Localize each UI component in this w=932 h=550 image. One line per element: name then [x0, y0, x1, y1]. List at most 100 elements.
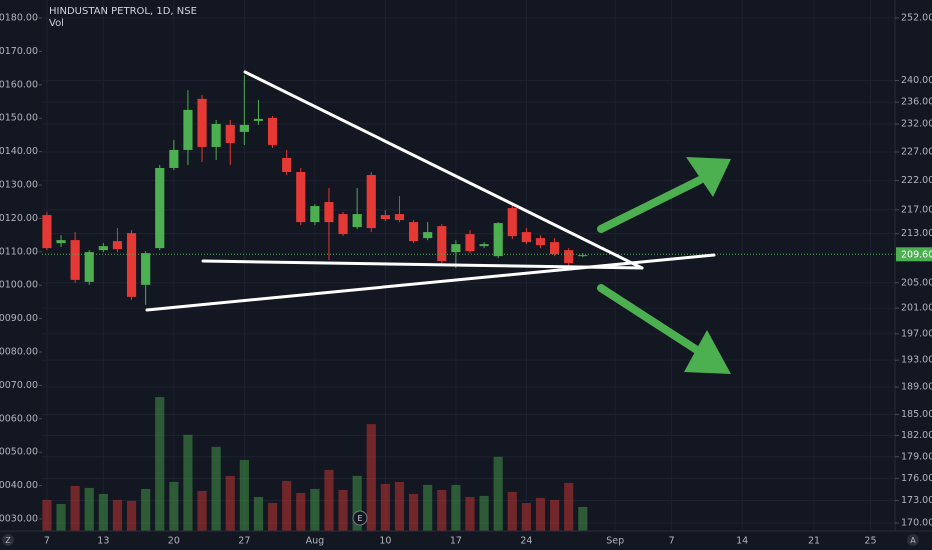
candle-body	[366, 174, 376, 229]
volume-bar	[197, 490, 207, 531]
trend-line	[243, 70, 644, 270]
candle-body	[564, 250, 574, 264]
volume-bar	[521, 502, 531, 531]
volume-bar	[253, 496, 264, 531]
volume-bar	[225, 475, 235, 531]
arrow	[597, 284, 704, 356]
y2-tick-label: 179.00	[901, 451, 932, 462]
candle-body	[310, 206, 320, 223]
volume-bar	[493, 456, 503, 531]
trend-line	[145, 253, 716, 312]
y2-tick-label: 185.00	[901, 409, 932, 420]
candle-body	[56, 240, 66, 244]
y2-tick-label: 193.00	[901, 355, 932, 366]
y2-tick-label: 197.00	[901, 328, 932, 339]
candle-body	[169, 149, 179, 168]
volume-bar	[239, 459, 249, 531]
last-price-label: 209.60	[901, 249, 932, 260]
volume-bar	[408, 493, 419, 531]
x-tick-label: 7	[44, 536, 50, 547]
volume-bar	[310, 488, 320, 531]
volume-bar	[352, 475, 362, 531]
x-tick-label: 27	[238, 536, 250, 547]
y-tick-label: 10110.00	[0, 246, 38, 257]
candle-body	[141, 253, 151, 285]
corner-button[interactable]	[907, 534, 919, 546]
x-tick-label: 21	[808, 536, 820, 547]
y2-tick-label: 176.00	[901, 473, 932, 484]
y-tick-label: 10150.00	[0, 113, 38, 124]
volume-bar	[535, 497, 546, 531]
candle-body	[479, 244, 489, 247]
candle-body	[126, 233, 137, 297]
candle-body	[183, 109, 193, 150]
y-tick-label: 10180.00	[0, 13, 38, 24]
volume-bar	[366, 424, 376, 531]
x-tick-label: 20	[168, 536, 180, 547]
volume-bar	[550, 499, 560, 531]
volume-bar	[437, 489, 447, 531]
volume-bar	[324, 469, 334, 531]
corner-label[interactable]: A	[910, 536, 916, 545]
y-tick-label: 10060.00	[0, 413, 38, 424]
candle-body	[380, 215, 390, 220]
volume-bar	[423, 484, 433, 531]
volume-bar	[211, 446, 221, 531]
y-tick-label: 10050.00	[0, 447, 38, 458]
volume-bar	[98, 493, 108, 531]
candle-body	[42, 215, 52, 249]
candle-body	[437, 226, 447, 262]
volume-bar	[183, 434, 193, 531]
y-tick-label: 10170.00	[0, 46, 38, 57]
volume-bar	[465, 496, 475, 531]
volume-bar	[282, 480, 292, 531]
candle-body	[493, 223, 503, 257]
candle-body	[423, 232, 433, 239]
x-tick-label: 24	[520, 536, 532, 547]
candle-body	[239, 124, 249, 132]
candle-body	[282, 157, 292, 172]
candle-body	[98, 246, 108, 251]
y-tick-label: 10090.00	[0, 313, 38, 324]
y-tick-label: 10120.00	[0, 213, 38, 224]
y-tick-label: 10160.00	[0, 79, 38, 90]
y2-tick-label: 232.00	[901, 119, 932, 130]
y-tick-label: 10080.00	[0, 346, 38, 357]
y2-tick-label: 252.00	[901, 12, 932, 23]
y2-tick-label: 205.00	[901, 277, 932, 288]
marks	[42, 75, 895, 531]
x-tick-label: 17	[450, 536, 462, 547]
candle-body	[267, 117, 278, 145]
y2-tick-label: 236.00	[901, 97, 932, 108]
volume-bar	[267, 502, 278, 531]
corner-label[interactable]: Z	[5, 536, 11, 545]
volume-bar	[380, 483, 390, 531]
candle-body	[394, 214, 405, 221]
corner-button[interactable]	[2, 534, 14, 546]
arrow-head	[684, 330, 731, 374]
y2-tick-label: 189.00	[901, 382, 932, 393]
chart-title: HINDUSTAN PETROL, 1D, NSE	[49, 6, 197, 17]
volume-bar	[169, 481, 179, 531]
volume-bar	[451, 484, 461, 531]
last-price-box	[896, 247, 932, 262]
candle-body	[84, 252, 94, 282]
y2-tick-label: 201.00	[901, 303, 932, 314]
volume-bar	[42, 499, 52, 531]
candle-body	[408, 222, 419, 242]
candle-body	[296, 171, 306, 223]
event-marker[interactable]	[352, 510, 368, 526]
volume-bar	[84, 487, 94, 531]
candle-body	[324, 202, 334, 223]
event-label[interactable]: E	[357, 514, 362, 523]
y-tick-label: 10130.00	[0, 180, 38, 191]
volume-bar	[126, 500, 137, 531]
candle-body	[70, 240, 80, 280]
y2-tick-label: 217.00	[901, 204, 932, 215]
volume-bar	[141, 488, 151, 531]
candle-body	[550, 242, 560, 255]
candle-body	[112, 241, 123, 250]
volume-bar	[479, 495, 489, 531]
